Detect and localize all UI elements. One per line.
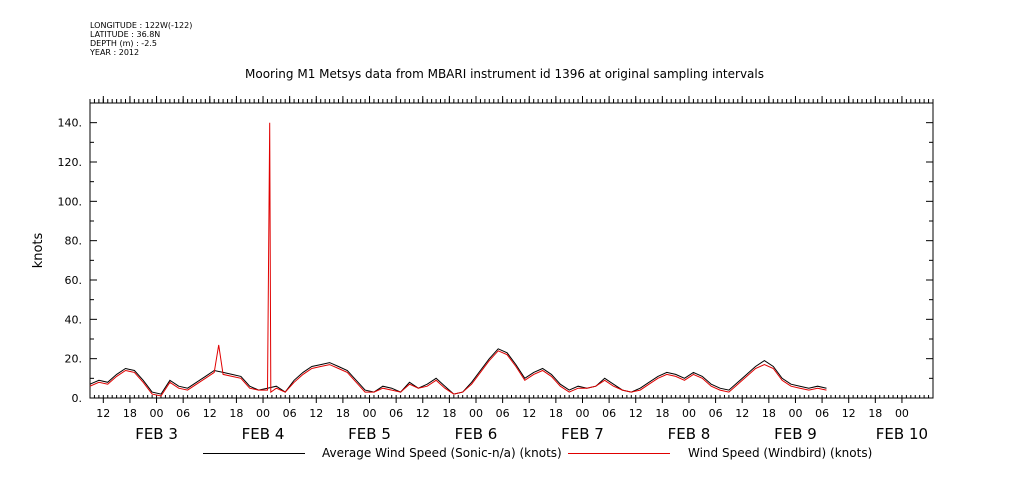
x-tick-label: 12 bbox=[309, 407, 323, 420]
x-tick-label: 00 bbox=[895, 407, 909, 420]
x-tick-label: 06 bbox=[602, 407, 616, 420]
y-tick-label: 60. bbox=[65, 274, 83, 287]
x-tick-label: 12 bbox=[842, 407, 856, 420]
x-day-label: FEB 3 bbox=[135, 425, 178, 443]
year-label: YEAR : 2012 bbox=[90, 48, 140, 57]
x-tick-label: 00 bbox=[363, 407, 377, 420]
x-tick-label: 06 bbox=[709, 407, 723, 420]
x-tick-label: 06 bbox=[496, 407, 510, 420]
x-tick-label: 12 bbox=[735, 407, 749, 420]
chart-title: Mooring M1 Metsys data from MBARI instru… bbox=[245, 67, 764, 81]
y-axis-label: knots bbox=[31, 232, 46, 268]
x-tick-label: 18 bbox=[762, 407, 776, 420]
x-tick-label: 18 bbox=[549, 407, 563, 420]
x-tick-label: 06 bbox=[283, 407, 297, 420]
x-tick-label: 18 bbox=[229, 407, 243, 420]
y-tick-label: 40. bbox=[65, 313, 83, 326]
y-tick-label: 140. bbox=[58, 117, 83, 130]
x-tick-label: 06 bbox=[815, 407, 829, 420]
x-day-label: FEB 6 bbox=[455, 425, 498, 443]
series-line-average-wind bbox=[89, 348, 827, 395]
legend-swatch-windbird bbox=[568, 453, 670, 454]
y-tick-label: 100. bbox=[58, 195, 83, 208]
x-tick-label: 18 bbox=[442, 407, 456, 420]
x-tick-label: 00 bbox=[788, 407, 802, 420]
x-tick-label: 12 bbox=[629, 407, 643, 420]
x-tick-label: 18 bbox=[655, 407, 669, 420]
longitude-label: LONGITUDE : 122W(-122) bbox=[90, 21, 193, 30]
x-tick-label: 12 bbox=[96, 407, 110, 420]
x-day-label: FEB 4 bbox=[242, 425, 285, 443]
x-tick-label: 12 bbox=[522, 407, 536, 420]
latitude-label: LATITUDE : 36.8N bbox=[90, 30, 161, 39]
x-tick-label: 18 bbox=[336, 407, 350, 420]
x-day-label: FEB 7 bbox=[561, 425, 604, 443]
metadata-block: LONGITUDE : 122W(-122) LATITUDE : 36.8N … bbox=[90, 21, 192, 57]
x-tick-label: 06 bbox=[176, 407, 190, 420]
x-day-label: FEB 8 bbox=[668, 425, 711, 443]
x-tick-label: 00 bbox=[150, 407, 164, 420]
x-day-label: FEB 9 bbox=[774, 425, 817, 443]
legend-swatch-average-wind bbox=[203, 453, 305, 454]
depth-label: DEPTH (m) : -2.5 bbox=[90, 39, 157, 48]
x-tick-label: 12 bbox=[416, 407, 430, 420]
x-tick-label: 00 bbox=[469, 407, 483, 420]
x-day-label: FEB 5 bbox=[348, 425, 391, 443]
y-tick-label: 0. bbox=[72, 392, 83, 405]
legend-label-windbird: Wind Speed (Windbird) (knots) bbox=[688, 446, 873, 460]
legend-label-average-wind: Average Wind Speed (Sonic-n/a) (knots) bbox=[322, 446, 562, 460]
x-day-label: FEB 10 bbox=[876, 425, 928, 443]
x-tick-label: 18 bbox=[868, 407, 882, 420]
x-tick-label: 06 bbox=[389, 407, 403, 420]
x-tick-label: 00 bbox=[575, 407, 589, 420]
y-tick-label: 80. bbox=[65, 235, 83, 248]
plot-frame bbox=[89, 102, 934, 399]
series-line-windbird bbox=[89, 122, 827, 397]
y-tick-label: 120. bbox=[58, 156, 83, 169]
x-tick-label: 00 bbox=[682, 407, 696, 420]
x-tick-label: 18 bbox=[123, 407, 137, 420]
x-tick-label: 12 bbox=[203, 407, 217, 420]
chart-legend: Average Wind Speed (Sonic-n/a) (knots) W… bbox=[0, 446, 1009, 464]
y-tick-label: 20. bbox=[65, 353, 83, 366]
x-tick-label: 00 bbox=[256, 407, 270, 420]
